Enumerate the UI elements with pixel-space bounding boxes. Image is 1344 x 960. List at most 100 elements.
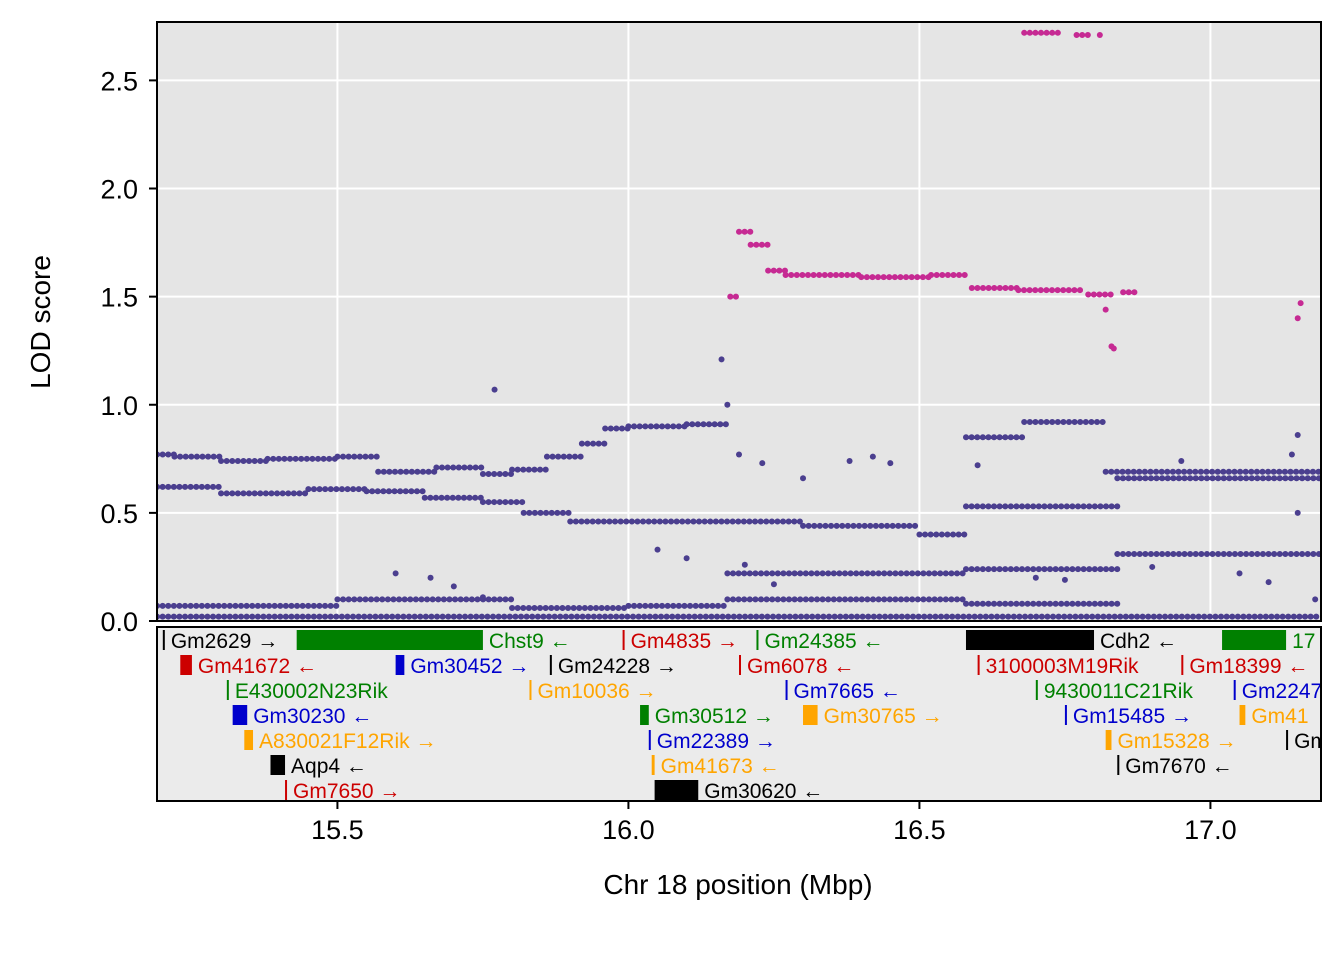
gene-bar: [529, 680, 532, 700]
gene-label: Gm7670 ←: [1125, 755, 1232, 778]
gene-label: Aqp4 ←: [291, 755, 367, 778]
gene-bar: [1181, 655, 1184, 675]
gene-frame: [156, 626, 1322, 802]
gene-label: Gm2247: [1242, 680, 1323, 703]
gene-label: Gm10036 →: [537, 680, 656, 703]
lod-point: [887, 460, 894, 467]
gene-label: Gm2629 →: [171, 630, 278, 653]
lod-point: [427, 574, 434, 581]
x-tick-label: 16.5: [893, 815, 946, 845]
lod-point: [1102, 306, 1109, 313]
lod-point: [1297, 300, 1304, 307]
gene-bar: [1064, 705, 1067, 725]
gene-bar: [1239, 705, 1246, 725]
gene-bar: [270, 755, 286, 775]
gene-label: Gm4835 →: [631, 630, 738, 653]
gene-label: A830021F12Rik →: [259, 730, 436, 753]
gene-label: Gm41: [1251, 705, 1308, 728]
lod-point: [1032, 574, 1039, 581]
y-tick-label: 1.0: [100, 391, 138, 421]
lod-point: [1061, 576, 1068, 583]
gene-label: Gm15485 →: [1073, 705, 1192, 728]
lod-point: [869, 453, 876, 460]
lod-point: [974, 462, 981, 469]
gene-label: 17: [1292, 630, 1315, 653]
lod-point: [1288, 451, 1295, 458]
lod-point: [1294, 315, 1301, 322]
gene-bar: [285, 780, 288, 800]
gene-label: E430002N23Rik: [235, 680, 388, 703]
gene-label: Gm30620 ←: [704, 780, 823, 803]
gene-bar: [162, 630, 165, 650]
lod-point: [491, 386, 498, 393]
gene-label: Chst9 ←: [489, 630, 571, 653]
gene-bar: [1286, 730, 1289, 750]
gene-label: 9430011C21Rik: [1044, 680, 1194, 703]
gene-label: Gm15328 →: [1117, 730, 1236, 753]
gene-label: Gm7650 →: [293, 780, 400, 803]
gene-bar: [803, 705, 818, 725]
gene-bar: [395, 655, 405, 675]
gene-bar: [648, 730, 651, 750]
gene-bar: [756, 630, 759, 650]
lod-point: [683, 555, 690, 562]
x-tick-label: 17.0: [1184, 815, 1237, 845]
plot-frame: [156, 21, 1322, 622]
gene-label: Gm6078 ←: [747, 655, 854, 678]
gene-label: Gm30452 →: [410, 655, 529, 678]
lod-point: [718, 356, 725, 363]
gene-label: Gm41673 ←: [661, 755, 780, 778]
lod-point: [1312, 596, 1319, 603]
lod-point: [736, 451, 742, 458]
gene-bar: [1117, 755, 1120, 775]
gene-label: Gm30230 ←: [253, 705, 372, 728]
gene-label: Gm24228 →: [558, 655, 677, 678]
gene-label: Gm24385 ←: [764, 630, 883, 653]
data-layer: [157, 29, 1321, 620]
lod-point: [724, 401, 731, 408]
gene-label: Gm30765 →: [824, 705, 943, 728]
gene-bar: [1035, 680, 1038, 700]
plot-background: [157, 22, 1321, 621]
y-axis-title: LOD score: [25, 255, 56, 389]
lod-point: [1096, 31, 1103, 38]
lod-point: [741, 561, 748, 568]
gene-bar: [977, 655, 980, 675]
x-axis-title: Chr 18 position (Mbp): [603, 869, 872, 900]
lod-point: [846, 457, 853, 464]
gene-label: 3100003M19Rik: [986, 655, 1139, 678]
gene-bar: [296, 630, 483, 650]
lod-point: [654, 546, 661, 553]
gene-label: Cdh2 ←: [1100, 630, 1177, 653]
gene-bar: [232, 705, 248, 725]
lod-point: [1178, 457, 1185, 464]
gene-label: Gm: [1294, 730, 1328, 753]
gene-bar: [180, 655, 192, 675]
lod-point: [1294, 509, 1301, 516]
gene-label: Gm30512 →: [655, 705, 774, 728]
gene-bar: [640, 705, 649, 725]
gene-bar: [965, 630, 1095, 650]
x-tick-label: 16.0: [602, 815, 655, 845]
gene-bar: [226, 680, 229, 700]
axes: 0.0 0.5 1.0 1.5 2.0 2.5 15.5 16.0 16.5 17.0: [100, 66, 1236, 845]
lod-point: [1294, 432, 1301, 439]
lod-point: [759, 460, 766, 467]
y-tick-label: 2.0: [100, 175, 138, 205]
gene-label: Gm41672 ←: [198, 655, 317, 678]
gene-bar: [622, 630, 625, 650]
gene-layer: Gm2629 → Chst9 ← Gm4835 → Gm24385 ← Cdh2 ← 17…: [162, 630, 1328, 803]
lod-point: [392, 570, 399, 577]
gene-label: Gm7665 ←: [794, 680, 901, 703]
gene-panel: Gm2629 → Chst9 ← Gm4835 → Gm24385 ← Cdh2 ← 17…: [156, 626, 1328, 803]
lod-point: [479, 594, 486, 601]
lod-point: [450, 583, 457, 590]
gene-bar: [1105, 730, 1112, 750]
lod-point: [1149, 563, 1156, 570]
gene-bar: [1222, 630, 1287, 650]
y-tick-label: 0.0: [100, 607, 138, 637]
gene-bar: [244, 730, 254, 750]
lod-point: [1236, 570, 1243, 577]
gene-bar: [651, 755, 655, 775]
